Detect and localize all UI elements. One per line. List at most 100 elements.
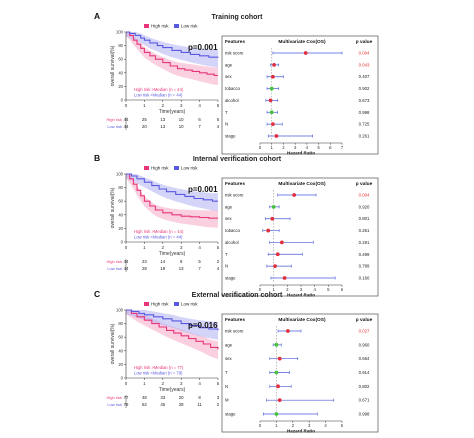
km-y-label: overall survival(%): [110, 323, 116, 364]
median-line-low: Low risk <Median (n = 44): [134, 235, 183, 240]
forest-pvalue: 0.043: [359, 62, 370, 67]
forest-feature-label: sex: [225, 356, 233, 361]
forest-pvalue: 0.789: [359, 264, 370, 269]
forest-feature-label: stage: [225, 276, 236, 281]
km-y-tick-label: 40: [118, 348, 123, 353]
risk-cell: 48: [142, 395, 147, 400]
forest-x-label: Hazard Ratio: [287, 429, 315, 434]
km-y-label: overall survival(%): [110, 45, 116, 86]
hr-point: [266, 228, 271, 233]
risk-row-label: High risk: [106, 117, 122, 122]
risk-cell: 20: [179, 395, 184, 400]
km-x-tick-label: 4: [198, 381, 201, 386]
panel-title: Internal verification cohort: [193, 156, 282, 163]
survival-line-low: [126, 31, 219, 58]
km-x-tick-label: 5: [217, 381, 220, 386]
forest-feature-label: T: [225, 252, 228, 257]
ci-band-high: [126, 174, 218, 228]
forest-feature-label: alcohol: [225, 98, 239, 103]
legend-label-high: High risk: [151, 166, 169, 171]
forest-header-features: Features: [225, 181, 245, 187]
panel-letter: A: [94, 11, 100, 21]
risk-cell: 62: [142, 402, 147, 407]
risk-cell: 8: [198, 395, 201, 400]
risk-cell: 9: [180, 259, 183, 264]
hr-point: [274, 342, 279, 347]
risk-cell: 19: [160, 266, 165, 271]
risk-row-label: High risk: [106, 259, 122, 264]
risk-cell: 10: [179, 117, 184, 122]
forest-header-model: Multivariate Cox(OS): [278, 317, 326, 323]
hr-point: [274, 412, 279, 416]
risk-cell: 2: [217, 402, 220, 407]
forest-x-label: Hazard Ratio: [287, 293, 315, 298]
km-y-tick-label: 80: [118, 43, 123, 48]
km-x-label: Time(years): [159, 109, 186, 115]
forest-feature-label: alcohol: [225, 240, 239, 245]
forest-pvalue: 0.261: [359, 134, 370, 139]
km-y-tick-label: 0: [121, 98, 124, 103]
risk-cell: 11: [197, 402, 202, 407]
hr-point: [279, 240, 284, 245]
forest-plot: Features Multivariate Cox(OS) p value risk …: [221, 313, 379, 434]
risk-cell: 2: [217, 259, 220, 264]
survival-line-low: [126, 309, 219, 331]
forest-feature-label: T: [225, 370, 228, 375]
forest-pvalue: 0.725: [359, 122, 370, 127]
forest-x-label: Hazard Ratio: [287, 151, 315, 156]
forest-frame: [221, 177, 379, 297]
km-y-label: overall survival(%): [110, 187, 116, 228]
forest-feature-label: stage: [225, 412, 236, 417]
forest-header-model: Multivariate Cox(OS): [278, 181, 326, 187]
km-y-tick-label: 60: [118, 199, 123, 204]
km-x-label: Time(years): [159, 251, 186, 257]
legend-swatch-low: [174, 24, 179, 28]
forest-x-tick-label: 5: [341, 423, 344, 428]
survival-line-low: [126, 173, 218, 202]
forest-feature-label: tobacco: [225, 86, 241, 91]
forest-pvalue: 0.004: [359, 51, 370, 56]
survival-line-high: [126, 309, 219, 350]
risk-cell: 13: [160, 124, 165, 129]
forest-x-tick-label: 1: [271, 145, 274, 150]
km-x-tick-label: 0: [125, 103, 128, 108]
km-x-tick-label: 2: [162, 381, 165, 386]
forest-plot: Features Multivariate Cox(OS) p value risk …: [221, 35, 379, 156]
risk-cell: 44: [124, 117, 129, 122]
hr-point: [270, 216, 275, 221]
risk-row-label: Low risk: [107, 124, 122, 129]
hr-point: [268, 98, 273, 103]
forest-plot: Features Multivariate Cox(OS) p value risk …: [221, 177, 379, 298]
forest-x-tick-label: 3: [300, 287, 303, 292]
forest-pvalue: 0.802: [359, 384, 370, 389]
km-pvalue: p=0.001: [188, 43, 218, 52]
km-y-tick-label: 40: [118, 212, 123, 217]
risk-cell: 7: [198, 124, 201, 129]
risk-cell: 13: [179, 266, 184, 271]
legend-swatch-high: [144, 24, 149, 28]
km-x-tick-label: 5: [217, 245, 220, 250]
forest-x-tick-label: 0: [259, 145, 262, 150]
km-y-tick-label: 20: [118, 226, 123, 231]
panel-letter: B: [94, 153, 100, 163]
km-x-tick-label: 5: [217, 103, 220, 108]
forest-pvalue: 0.160: [359, 276, 370, 281]
forest-pvalue: 0.407: [359, 74, 370, 79]
median-line-high: High risk >Median (n = 44): [134, 87, 184, 92]
km-y-tick-label: 60: [118, 335, 123, 340]
forest-pvalue: 0.261: [359, 228, 370, 233]
risk-cell: 4: [217, 266, 220, 271]
km-y-tick-label: 100: [116, 30, 124, 35]
hr-point: [292, 193, 297, 197]
forest-feature-label: risk score: [225, 329, 244, 334]
forest-feature-label: risk score: [225, 51, 244, 56]
forest-header-model: Multivariate Cox(OS): [278, 39, 326, 45]
km-legend: High risk Low risk: [144, 166, 198, 171]
hr-point: [270, 122, 275, 127]
